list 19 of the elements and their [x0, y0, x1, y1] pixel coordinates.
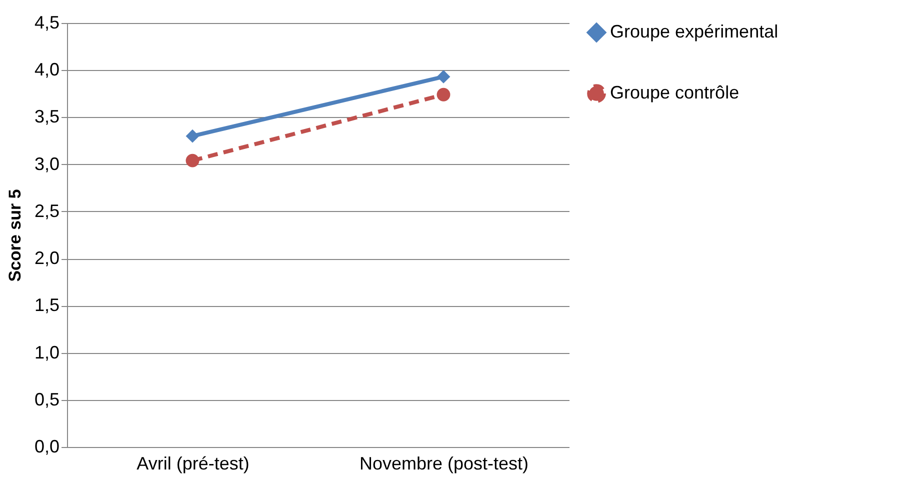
y-tick-label: 1,0	[34, 342, 60, 362]
y-tick-label: 4,5	[34, 12, 60, 32]
x-tick-label: Avril (pré-test)	[136, 454, 250, 474]
x-tick-label: Novembre (post-test)	[359, 454, 529, 474]
point	[436, 70, 450, 84]
point	[186, 129, 200, 143]
y-tick-label: 4,0	[34, 60, 60, 80]
y-tick-label: 0,0	[34, 436, 60, 456]
y-tick-label: 2,5	[34, 200, 60, 221]
y-tick-label: 0,5	[34, 389, 60, 410]
y-axis-title: Score sur 5	[5, 189, 24, 282]
point	[436, 88, 450, 102]
y-tick-label: 2,0	[34, 248, 60, 268]
y-tick-label: 3,0	[34, 154, 60, 174]
point	[186, 154, 200, 168]
legend-label: Groupe contrôle	[610, 82, 740, 102]
y-tick-label: 1,5	[34, 295, 60, 316]
y-tick-label: 3,5	[34, 106, 60, 127]
legend-label: Groupe expérimental	[610, 22, 778, 42]
